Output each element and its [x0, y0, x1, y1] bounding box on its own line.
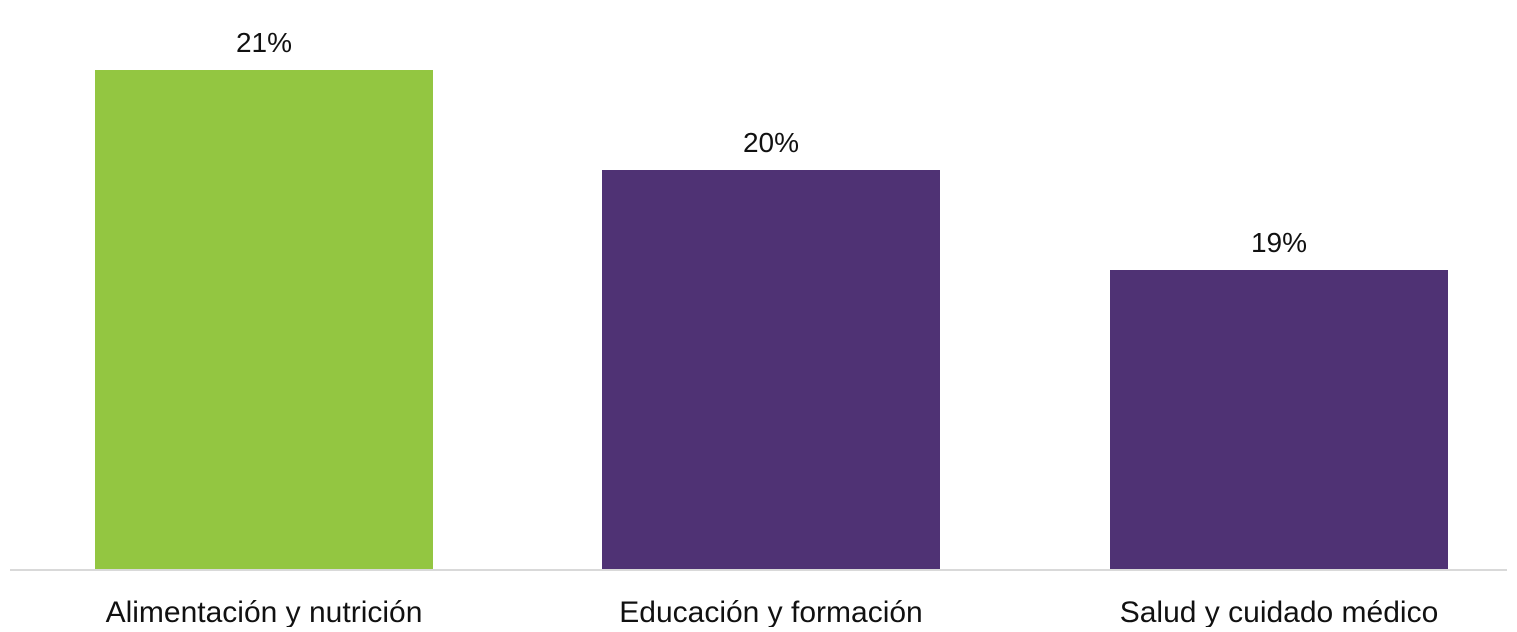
- labels-layer: 21% 20% 19%: [236, 27, 1307, 258]
- data-label-2: 20%: [743, 127, 799, 158]
- data-label-3: 19%: [1251, 227, 1307, 258]
- x-axis-ticks: Alimentación y nutrición Educación y form…: [106, 596, 1439, 629]
- bar-1: [95, 70, 433, 570]
- data-label-1: 21%: [236, 27, 292, 58]
- bar-2: [602, 170, 940, 570]
- x-tick-label-3: Salud y cuidado médico: [1120, 596, 1439, 627]
- bars-layer: [95, 70, 1448, 570]
- bar-3: [1110, 270, 1448, 570]
- x-tick-label-2: Educación y formación: [619, 596, 923, 627]
- x-tick-label-1: Alimentación y nutrición: [106, 596, 423, 627]
